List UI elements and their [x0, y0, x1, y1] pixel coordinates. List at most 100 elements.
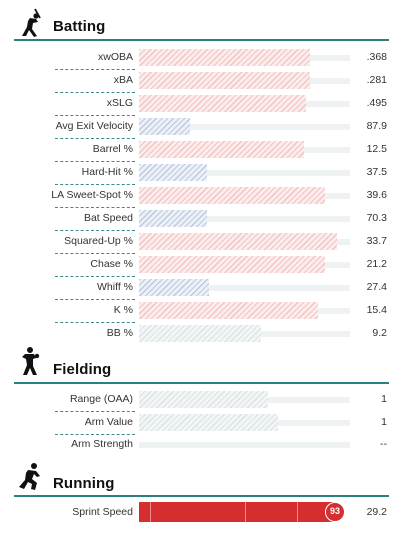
metric-value: 9.2	[372, 327, 387, 339]
metric-value: 37.5	[366, 166, 387, 178]
section-title-batting: Batting	[53, 18, 106, 35]
bar-segment-divider	[245, 502, 246, 522]
metric-label: Whiff %	[97, 281, 133, 293]
fielding-section: Fielding Range (OAA) 1 Arm Value 1 Arm Stren…	[0, 346, 403, 450]
percentile-bar	[139, 502, 335, 522]
bar-segment-divider	[297, 502, 298, 522]
percentile-bar	[139, 233, 337, 250]
percentile-bar	[139, 164, 207, 181]
metric-value: 15.4	[366, 304, 387, 316]
metric-value: 27.4	[366, 281, 387, 293]
metric-value: .281	[366, 74, 387, 86]
metric-value: .495	[366, 97, 387, 109]
row-divider	[55, 299, 135, 300]
metric-row: xSLG .495	[0, 93, 403, 116]
metric-row: K % 15.4	[0, 300, 403, 323]
metric-label: Barrel %	[92, 143, 133, 155]
row-divider	[55, 230, 135, 231]
percentile-bar	[139, 279, 209, 296]
row-divider	[55, 92, 135, 93]
metric-value: 21.2	[366, 258, 387, 270]
percentile-bar	[139, 118, 190, 135]
metric-row: Arm Value 1	[0, 412, 403, 435]
metric-label: xBA	[113, 74, 133, 86]
batting-rule	[14, 39, 389, 41]
row-divider	[55, 161, 135, 162]
percentile-bar	[139, 256, 325, 273]
metric-row: xwOBA .368	[0, 47, 403, 70]
row-divider	[55, 253, 135, 254]
percentile-track	[139, 442, 350, 449]
row-divider	[55, 207, 135, 208]
metric-row: Barrel % 12.5	[0, 139, 403, 162]
batting-header: Batting	[0, 8, 403, 38]
row-divider	[55, 322, 135, 323]
percentile-bar	[139, 49, 310, 66]
metric-label: Hard-Hit %	[81, 166, 133, 178]
fielding-header: Fielding	[0, 346, 403, 378]
metric-label: Arm Strength	[71, 438, 133, 451]
percentile-bar	[139, 391, 268, 408]
percentile-badge: 93	[325, 502, 345, 522]
row-divider	[55, 138, 135, 139]
row-divider	[55, 115, 135, 116]
metric-row: Chase % 21.2	[0, 254, 403, 277]
metric-row: Avg Exit Velocity 87.9	[0, 116, 403, 139]
metric-label: Arm Value	[84, 415, 133, 428]
percentile-bar	[139, 302, 318, 319]
row-divider	[55, 433, 135, 435]
metric-label: Range (OAA)	[69, 393, 133, 405]
percentile-bar	[139, 413, 278, 431]
metric-value: --	[380, 438, 387, 451]
section-title-running: Running	[53, 475, 115, 492]
metric-label: Avg Exit Velocity	[55, 120, 133, 132]
metric-label: Squared-Up %	[64, 235, 133, 247]
metric-row: Hard-Hit % 37.5	[0, 162, 403, 185]
fielding-rule	[14, 382, 389, 384]
row-divider	[55, 276, 135, 277]
runner-icon	[19, 463, 40, 490]
metric-label: LA Sweet-Spot %	[51, 189, 133, 201]
running-section: Running Sprint Speed 93 29.2	[0, 462, 403, 522]
row-divider	[55, 411, 135, 412]
percentile-track	[139, 170, 350, 176]
metric-value: 87.9	[366, 120, 387, 132]
metric-value: 29.2	[366, 506, 387, 518]
percentile-bar	[139, 210, 207, 227]
metric-label: BB %	[106, 327, 133, 339]
metric-value: 1	[381, 415, 387, 428]
metric-row: Squared-Up % 33.7	[0, 231, 403, 254]
metric-label: Sprint Speed	[72, 506, 133, 518]
batter-icon	[22, 8, 41, 37]
metric-row: BB % 9.2	[0, 323, 403, 346]
metric-row: xBA .281	[0, 70, 403, 93]
metric-row: Bat Speed 70.3	[0, 208, 403, 231]
metric-value: 12.5	[366, 143, 387, 155]
section-title-fielding: Fielding	[53, 361, 112, 378]
fielder-icon	[22, 347, 40, 375]
running-header: Running	[0, 462, 403, 492]
percentile-bar	[139, 187, 325, 204]
percentile-bar	[139, 141, 304, 158]
row-divider	[55, 184, 135, 185]
metric-row: Arm Strength --	[0, 434, 403, 457]
row-divider	[55, 69, 135, 70]
metric-value: 70.3	[366, 212, 387, 224]
percentile-track	[139, 216, 350, 222]
metric-row: Range (OAA) 1	[0, 389, 403, 412]
metric-row: LA Sweet-Spot % 39.6	[0, 185, 403, 208]
metric-label: Chase %	[90, 258, 133, 270]
metric-label: xwOBA	[97, 51, 133, 63]
bar-segment-divider	[150, 502, 151, 522]
metric-value: 33.7	[366, 235, 387, 247]
metric-row: Sprint Speed 93 29.2	[0, 502, 403, 525]
metric-value: .368	[366, 51, 387, 63]
metric-value: 39.6	[366, 189, 387, 201]
metric-label: xSLG	[106, 97, 133, 109]
metric-value: 1	[381, 393, 387, 405]
percentile-bar	[139, 95, 306, 112]
percentile-track	[139, 285, 350, 291]
running-rule	[14, 495, 389, 497]
batting-section: Batting xwOBA .368 xBA .281 xSLG .495 Avg Exit…	[0, 8, 403, 342]
percentile-bar	[139, 325, 261, 342]
